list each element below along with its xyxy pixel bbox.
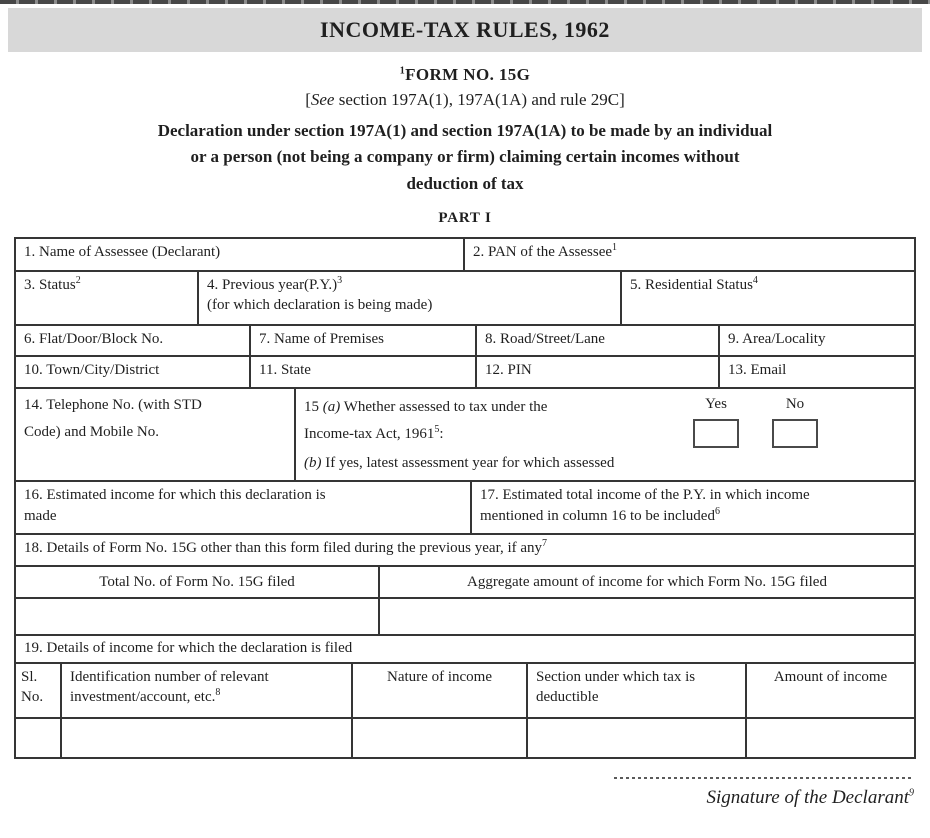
form-number-heading: 1FORM NO. 15G	[0, 65, 930, 85]
section-deductible-header-cell: Section under which tax is deductible	[528, 663, 747, 717]
field-9-label: 9. Area/Locality	[728, 331, 826, 348]
pin-cell: 12. PIN	[477, 357, 720, 388]
row-income-details-heading: 19. Details of income for which the decl…	[16, 636, 914, 664]
no-label: No	[785, 396, 805, 413]
field-10-label: 10. Town/City/District	[24, 362, 160, 379]
field-15a-label: 15 (a) Whether assessed to tax under the…	[304, 399, 548, 443]
field-17-label: 17. Estimated total income of the P.Y. i…	[480, 487, 810, 524]
pan-cell: 2. PAN of the Assessee1	[473, 242, 618, 261]
field-15b-label: (b) If yes, latest assessment year for w…	[304, 455, 615, 472]
premises-name-cell: 7. Name of Premises	[251, 326, 477, 356]
row-estimated-income: 16. Estimated income for which this decl…	[16, 482, 914, 536]
sl-no-header-cell: Sl. No.	[16, 663, 62, 717]
see-word: See	[310, 90, 335, 109]
field-8-label: 8. Road/Street/Lane	[485, 331, 605, 348]
field-12-label: 12. PIN	[485, 362, 532, 379]
area-locality-cell: 9. Area/Locality	[720, 326, 914, 355]
other-form-15g-cell: 18. Details of Form No. 15G other than t…	[24, 538, 548, 557]
part-i-heading: PART I	[438, 210, 492, 227]
yes-checkbox[interactable]	[693, 419, 739, 449]
field-5-label: 5. Residential Status	[630, 277, 753, 294]
row-name-pan: 1. Name of Assessee (Declarant) 2. PAN o…	[16, 239, 914, 273]
row-form-15g-entry	[16, 599, 914, 637]
previous-year-cell: 4. Previous year(P.Y.)3 (for which decla…	[199, 272, 622, 325]
field-19-label: 19. Details of income for which the decl…	[24, 640, 353, 657]
town-city-district-cell: 10. Town/City/District	[16, 357, 251, 388]
yes-no-options: Yes No	[693, 394, 818, 449]
field-7-label: 7. Name of Premises	[259, 331, 384, 348]
row-telephone-assessed: 14. Telephone No. (with STD Code) and Mo…	[16, 389, 914, 483]
status-cell: 3. Status2	[16, 272, 199, 325]
field-4-note: (for which declaration is being made)	[207, 297, 433, 314]
total-forms-filed-input-cell[interactable]	[16, 599, 380, 635]
section-deductible-input-cell[interactable]	[528, 718, 747, 757]
aggregate-income-input-cell[interactable]	[380, 599, 914, 634]
telephone-cell: 14. Telephone No. (with STD Code) and Mo…	[16, 389, 296, 481]
field-14-label: 14. Telephone No. (with STD Code) and Mo…	[24, 397, 202, 441]
field-13-label: 13. Email	[728, 362, 787, 379]
state-cell: 11. State	[251, 357, 477, 388]
sl-no-input-cell[interactable]	[16, 718, 62, 757]
assessee-name-cell: 1. Name of Assessee (Declarant)	[16, 239, 465, 271]
nature-of-income-header: Nature of income	[387, 668, 492, 685]
nature-of-income-header-cell: Nature of income	[353, 663, 528, 717]
form-number-text: FORM NO. 15G	[405, 65, 531, 84]
total-forms-filed-header-cell: Total No. of Form No. 15G filed	[16, 567, 380, 598]
signature-block: Signature of the Declarant9	[614, 776, 914, 809]
aggregate-income-header-cell: Aggregate amount of income for which For…	[380, 567, 914, 597]
yes-label: Yes	[705, 396, 727, 413]
no-checkbox[interactable]	[772, 419, 818, 449]
email-cell: 13. Email	[720, 357, 914, 387]
field-3-label: 3. Status	[24, 277, 76, 294]
form-number-footnote-sup: 1	[399, 65, 406, 77]
flat-door-block-cell: 6. Flat/Door/Block No.	[16, 326, 251, 356]
field-6-label: 6. Flat/Door/Block No.	[24, 331, 164, 348]
row-address-1: 6. Flat/Door/Block No. 7. Name of Premis…	[16, 326, 914, 358]
estimated-total-income-cell: 17. Estimated total income of the P.Y. i…	[472, 482, 914, 533]
aggregate-income-label: Aggregate amount of income for which For…	[467, 574, 827, 591]
nature-of-income-input-cell[interactable]	[353, 718, 528, 757]
row-status-py-residential: 3. Status2 4. Previous year(P.Y.)3 (for …	[16, 272, 914, 327]
row-form-15g-subheaders: Total No. of Form No. 15G filed Aggregat…	[16, 567, 914, 600]
identification-number-input-cell[interactable]	[62, 718, 353, 757]
form-15g-table: 1. Name of Assessee (Declarant) 2. PAN o…	[14, 237, 916, 759]
section-deductible-header: Section under which tax is deductible	[536, 668, 696, 705]
estimated-income-cell: 16. Estimated income for which this decl…	[16, 482, 472, 534]
road-street-lane-cell: 8. Road/Street/Lane	[477, 326, 720, 356]
signature-caption: Signature of the Declarant9	[706, 786, 914, 808]
row-address-2: 10. Town/City/District 11. State 12. PIN…	[16, 357, 914, 390]
identification-number-header-cell: Identification number of relevant invest…	[62, 663, 353, 717]
amount-of-income-header: Amount of income	[773, 668, 888, 685]
field-2-label: 2. PAN of the Assessee	[473, 244, 613, 261]
field-16-label: 16. Estimated income for which this decl…	[24, 487, 326, 524]
field-1-label: 1. Name of Assessee (Declarant)	[24, 244, 221, 261]
see-sections-text: section 197A(1), 197A(1A) and rule 29C]	[334, 90, 625, 109]
field-11-label: 11. State	[259, 362, 311, 379]
income-details-heading-cell: 19. Details of income for which the decl…	[16, 636, 914, 661]
residential-status-cell: 5. Residential Status4	[630, 275, 758, 294]
field-18-label: 18. Details of Form No. 15G other than t…	[24, 540, 543, 557]
page-title: INCOME-TAX RULES, 1962	[320, 17, 610, 42]
title-bar: INCOME-TAX RULES, 1962	[8, 8, 922, 52]
page-top-rule	[0, 0, 930, 4]
declaration-heading: Declaration under section 197A(1) and se…	[157, 121, 773, 193]
identification-number-header: Identification number of relevant invest…	[70, 668, 269, 705]
row-income-details-entry	[16, 718, 914, 757]
row-other-form-15g: 18. Details of Form No. 15G other than t…	[16, 535, 914, 568]
sl-no-header: Sl. No.	[21, 668, 44, 705]
signature-line[interactable]	[614, 776, 914, 779]
total-forms-filed-label: Total No. of Form No. 15G filed	[99, 574, 295, 591]
assessed-to-tax-cell: 15 (a) Whether assessed to tax under the…	[296, 389, 914, 480]
row-income-details-headers: Sl. No. Identification number of relevan…	[16, 663, 914, 719]
amount-of-income-header-cell: Amount of income	[747, 664, 914, 717]
amount-of-income-input-cell[interactable]	[747, 719, 914, 757]
field-4-label: 4. Previous year(P.Y.)	[207, 277, 338, 294]
see-section-line: [See section 197A(1), 197A(1A) and rule …	[305, 90, 625, 109]
